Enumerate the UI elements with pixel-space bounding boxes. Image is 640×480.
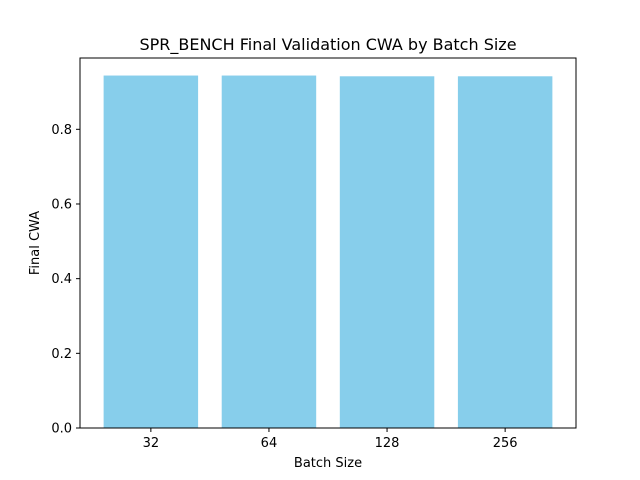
bars-group bbox=[103, 75, 553, 429]
x-axis: 32 64 128 256 bbox=[143, 428, 518, 451]
y-tick-label: 0.4 bbox=[51, 272, 72, 287]
x-tick-label: 256 bbox=[493, 436, 518, 451]
x-tick-label: 128 bbox=[375, 436, 400, 451]
y-tick-label: 0.2 bbox=[51, 347, 72, 362]
y-tick-label: 0.0 bbox=[51, 422, 72, 437]
x-axis-label: Batch Size bbox=[294, 456, 362, 471]
chart-title: SPR_BENCH Final Validation CWA by Batch … bbox=[139, 35, 516, 55]
y-tick-label: 0.6 bbox=[51, 197, 72, 212]
plot-frame bbox=[79, 57, 577, 429]
bar-256 bbox=[457, 76, 553, 428]
x-tick-label: 64 bbox=[261, 436, 278, 451]
x-tick-label: 32 bbox=[143, 436, 160, 451]
bar-128 bbox=[339, 76, 435, 428]
y-axis-label: Final CWA bbox=[28, 211, 43, 275]
y-tick-label: 0.8 bbox=[51, 123, 72, 138]
y-axis: 0.0 0.2 0.4 0.6 0.8 bbox=[51, 123, 80, 437]
bar-64 bbox=[221, 75, 317, 429]
bar-32 bbox=[103, 75, 199, 429]
